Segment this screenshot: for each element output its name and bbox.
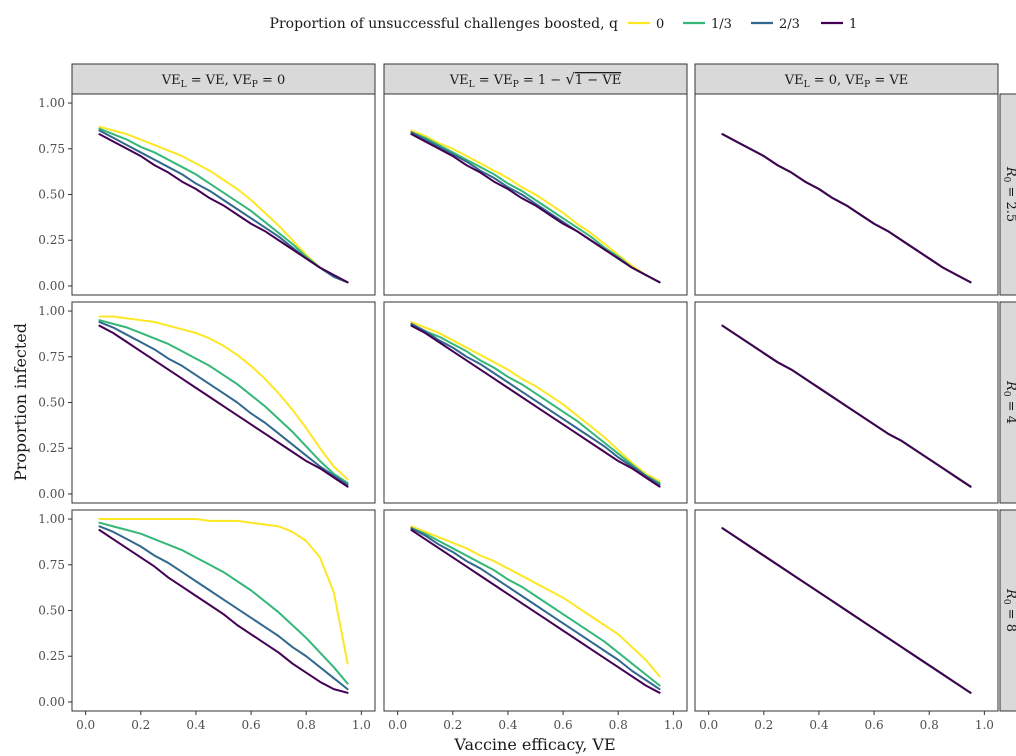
y-tick-label: 0.50 xyxy=(38,396,65,410)
y-tick-label: 0.50 xyxy=(38,188,65,202)
panel-r1-c0: 0.00 0.25 0.50 0.75 1.00 xyxy=(38,301,376,504)
legend: Proportion of unsuccessful challenges bo… xyxy=(270,16,858,32)
row-strip-2 xyxy=(999,509,1016,712)
series-line-q-2-3 xyxy=(410,322,661,486)
series-line-q-1 xyxy=(721,324,972,488)
x-tick-label: 0.8 xyxy=(297,718,316,732)
legend-label-2: 2/3 xyxy=(779,17,800,32)
series-line-q-0 xyxy=(410,129,661,284)
panel-frame xyxy=(71,93,376,296)
column-strip-0 xyxy=(71,63,376,95)
panel-frame xyxy=(694,301,999,504)
legend-label-1: 1/3 xyxy=(711,17,732,32)
x-axis-title: Vaccine efficacy, VE xyxy=(453,735,615,754)
panel-r0-c1 xyxy=(383,93,688,296)
series-line-q-1-3 xyxy=(98,521,349,685)
y-tick-label: 0.25 xyxy=(38,233,65,247)
row-strip-label-1: R0 = 4 xyxy=(1001,380,1016,424)
series-line-q-1 xyxy=(721,527,972,694)
legend-title: Proportion of unsuccessful challenges bo… xyxy=(270,16,619,32)
panel-r0-c2 xyxy=(694,93,999,296)
x-tick-label: 1.0 xyxy=(352,718,371,732)
x-tick-label: 0.6 xyxy=(554,718,573,732)
series-line-q-1-3 xyxy=(410,131,661,284)
panel-r2-c2: 0.0 0.2 0.4 0.6 0.8 1.0 xyxy=(694,509,999,732)
row-strip-1 xyxy=(999,301,1016,504)
series-line-q-1 xyxy=(410,133,661,284)
row-strip-0 xyxy=(999,93,1016,296)
series-line-q-0 xyxy=(98,125,349,284)
panel-frame xyxy=(71,509,376,712)
panel-r1-c1 xyxy=(383,301,688,504)
series-line-q-1 xyxy=(410,324,661,488)
series-line-q-0 xyxy=(410,321,661,483)
x-tick-label: 0.2 xyxy=(443,718,462,732)
series-line-q-1 xyxy=(410,529,661,694)
y-tick-label: 0.75 xyxy=(38,558,65,572)
series-line-q-1-3 xyxy=(98,127,349,284)
legend-label-0: 0 xyxy=(656,17,664,32)
y-tick-label: 1.00 xyxy=(38,512,65,526)
series-line-q-1 xyxy=(98,324,349,488)
y-tick-label: 0.25 xyxy=(38,649,65,663)
x-tick-label: 0.6 xyxy=(865,718,884,732)
x-tick-label: 0.0 xyxy=(76,718,95,732)
series-line-q-1-3 xyxy=(410,527,661,687)
y-tick-label: 0.00 xyxy=(38,695,65,709)
panel-r2-c0: 0.00 0.25 0.50 0.75 1.00 0.0 0.2 0.4 0.6 0.8 1.0 xyxy=(38,509,376,732)
column-strip-label-1: VEL = VEP = 1 − √1 − VE xyxy=(449,70,621,90)
panel-r0-c0: 0.00 0.25 0.50 0.75 1.00 xyxy=(38,93,376,296)
series-line-q-0 xyxy=(98,315,349,481)
y-tick-label: 0.75 xyxy=(38,350,65,364)
y-tick-label: 0.75 xyxy=(38,142,65,156)
x-tick-label: 1.0 xyxy=(975,718,994,732)
y-tick-label: 0.50 xyxy=(38,604,65,618)
y-tick-label: 0.25 xyxy=(38,441,65,455)
x-tick-label: 0.8 xyxy=(920,718,939,732)
y-tick-label: 0.00 xyxy=(38,487,65,501)
series-line-q-1 xyxy=(98,133,349,284)
series-line-q-1-3 xyxy=(410,322,661,484)
x-tick-label: 0.4 xyxy=(498,718,517,732)
x-tick-label: 1.0 xyxy=(664,718,683,732)
panel-grid: VEL = VE, VEP = 0 VEL = VEP = 1 − √1 − VE… xyxy=(38,63,1016,732)
series-line-q-1-3 xyxy=(98,319,349,484)
series-line-q-1 xyxy=(721,133,972,284)
x-tick-label: 0.6 xyxy=(242,718,261,732)
series-line-q-2-3 xyxy=(98,321,349,486)
legend-label-3: 1 xyxy=(849,17,857,32)
series-line-q-1 xyxy=(98,529,349,694)
panel-frame xyxy=(383,509,688,712)
column-strip-label-0: VEL = VE, VEP = 0 xyxy=(161,73,286,90)
series-line-q-0 xyxy=(98,518,349,665)
row-strip-label-2: R0 = 8 xyxy=(1001,588,1016,632)
row-strip-label-0: R0 = 2.5 xyxy=(1001,166,1016,222)
x-tick-label: 0.8 xyxy=(609,718,628,732)
y-tick-label: 1.00 xyxy=(38,96,65,110)
x-tick-label: 0.4 xyxy=(809,718,828,732)
column-strip-2 xyxy=(694,63,999,95)
series-line-q-0 xyxy=(410,525,661,678)
series-line-q-2-3 xyxy=(98,525,349,691)
x-tick-label: 0.4 xyxy=(186,718,205,732)
x-tick-label: 0.2 xyxy=(131,718,150,732)
panel-r2-c1: 0.0 0.2 0.4 0.6 0.8 1.0 xyxy=(383,509,688,732)
y-axis-title: Proportion infected xyxy=(11,323,30,481)
x-tick-label: 0.0 xyxy=(388,718,407,732)
x-tick-label: 0.2 xyxy=(754,718,773,732)
y-tick-label: 0.00 xyxy=(38,279,65,293)
series-line-q-2-3 xyxy=(410,527,661,691)
y-tick-label: 1.00 xyxy=(38,304,65,318)
panel-frame xyxy=(694,93,999,296)
panel-r1-c2 xyxy=(694,301,999,504)
column-strip-label-2: VEL = 0, VEP = VE xyxy=(784,73,909,90)
x-tick-label: 0.0 xyxy=(699,718,718,732)
